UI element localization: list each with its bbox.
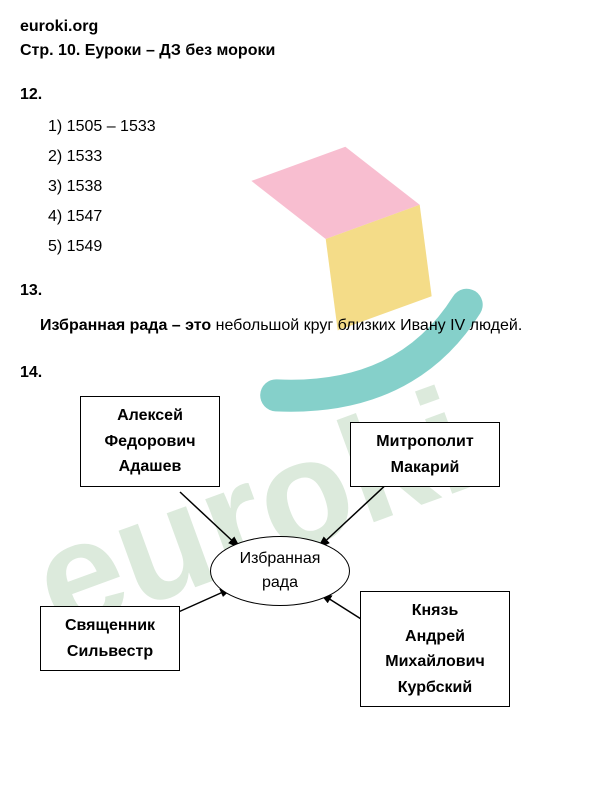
list-item: 3) 1538	[48, 178, 580, 196]
dash: – это	[167, 317, 215, 334]
box-line: Адашев	[91, 454, 209, 480]
question-13-text: Избранная рада – это небольшой круг близ…	[40, 314, 580, 338]
ellipse-line: рада	[211, 571, 349, 595]
box-line: Михайлович	[371, 649, 499, 675]
diagram-box-top-right: Митрополит Макарий	[350, 422, 500, 487]
list-item: 4) 1547	[48, 208, 580, 226]
diagram-box-bottom-left: Священник Сильвестр	[40, 606, 180, 671]
box-line: Митрополит	[361, 429, 489, 455]
box-line: Священник	[51, 613, 169, 639]
box-line: Федорович	[91, 429, 209, 455]
definition: небольшой круг близких Ивану IV людей.	[216, 317, 523, 334]
list-item: 2) 1533	[48, 148, 580, 166]
ellipse-line: Избранная	[211, 547, 349, 571]
box-line: Алексей	[91, 403, 209, 429]
box-line: Макарий	[361, 455, 489, 481]
question-12-number: 12.	[20, 86, 580, 104]
diagram-box-bottom-right: Князь Андрей Михайлович Курбский	[360, 591, 510, 707]
site-name: euroki.org	[20, 18, 580, 36]
box-line: Князь	[371, 598, 499, 624]
question-13-number: 13.	[20, 282, 580, 300]
list-item: 1) 1505 – 1533	[48, 118, 580, 136]
term: Избранная рада	[40, 317, 167, 334]
page-content: euroki.org Стр. 10. Еуроки – ДЗ без моро…	[0, 0, 600, 744]
question-14-number: 14.	[20, 364, 580, 382]
question-12-list: 1) 1505 – 1533 2) 1533 3) 1538 4) 1547 5…	[48, 118, 580, 256]
list-item: 5) 1549	[48, 238, 580, 256]
diagram-center-ellipse: Избранная рада	[210, 536, 350, 606]
page-heading: Стр. 10. Еуроки – ДЗ без мороки	[20, 42, 580, 60]
diagram: Алексей Федорович Адашев Митрополит Мака…	[20, 396, 580, 726]
diagram-box-top-left: Алексей Федорович Адашев	[80, 396, 220, 487]
box-line: Андрей	[371, 624, 499, 650]
box-line: Сильвестр	[51, 639, 169, 665]
box-line: Курбский	[371, 675, 499, 701]
